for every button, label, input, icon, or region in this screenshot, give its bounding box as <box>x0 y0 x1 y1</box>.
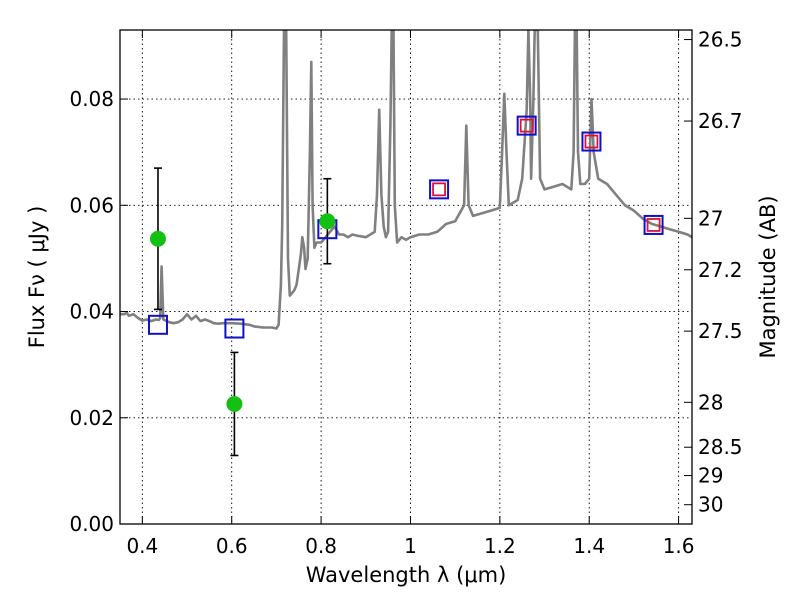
right-tick-label: 27 <box>698 206 723 230</box>
observed-point <box>226 395 243 412</box>
x-tick-label: 0.8 <box>305 534 337 558</box>
model-point-blue <box>643 214 664 235</box>
y-tick-label: 0.02 <box>69 406 114 430</box>
plot-frame <box>119 29 693 525</box>
right-tick-label: 27.5 <box>698 319 743 343</box>
tick-labels: 0.4 0.6 0.8 1 1.2 1.4 1.6 0.00 0.02 0.04 0.06 0.08 2… <box>69 28 742 558</box>
x-tick-label: 1.6 <box>663 534 695 558</box>
x-tick-label: 1.2 <box>484 534 516 558</box>
y-tick-label: 0.06 <box>69 193 114 217</box>
model-point-blue <box>147 314 168 335</box>
model-point-red <box>584 134 599 149</box>
right-tick-label: 26.5 <box>698 28 743 52</box>
model-point-blue <box>516 115 537 136</box>
grid <box>120 30 692 524</box>
model-point-blue <box>581 131 602 152</box>
x-tick-label: 0.6 <box>216 534 248 558</box>
y-tick-label: 0.04 <box>69 300 114 324</box>
photometry-points <box>147 115 664 412</box>
right-tick-label: 26.7 <box>698 109 743 133</box>
spectrum-series <box>120 30 692 330</box>
model-point-red <box>519 118 534 133</box>
model-point-red <box>432 182 446 197</box>
model-point-blue <box>224 318 245 339</box>
right-axis-title: Magnitude (AB) <box>756 195 780 358</box>
y-tick-label: 0.08 <box>69 87 114 111</box>
observed-point <box>319 213 336 230</box>
spectrum-line <box>120 30 692 330</box>
x-axis-title: Wavelength λ (μm) <box>306 563 507 587</box>
right-tick-label: 28 <box>698 390 723 414</box>
observed-point <box>149 230 166 247</box>
model-point-red <box>646 218 661 232</box>
right-tick-label: 29 <box>698 464 723 488</box>
right-tick-label: 28.5 <box>698 435 743 459</box>
x-tick-label: 1 <box>404 534 417 558</box>
x-tick-label: 0.4 <box>126 534 158 558</box>
model-point-blue <box>429 179 450 200</box>
y-tick-label: 0.00 <box>69 512 114 536</box>
axis-ticks <box>120 30 692 525</box>
right-tick-label: 27.2 <box>698 258 743 282</box>
y-axis-title: Flux Fν ( μJy ) <box>25 206 49 349</box>
x-tick-label: 1.4 <box>573 534 605 558</box>
right-tick-label: 30 <box>698 493 723 517</box>
